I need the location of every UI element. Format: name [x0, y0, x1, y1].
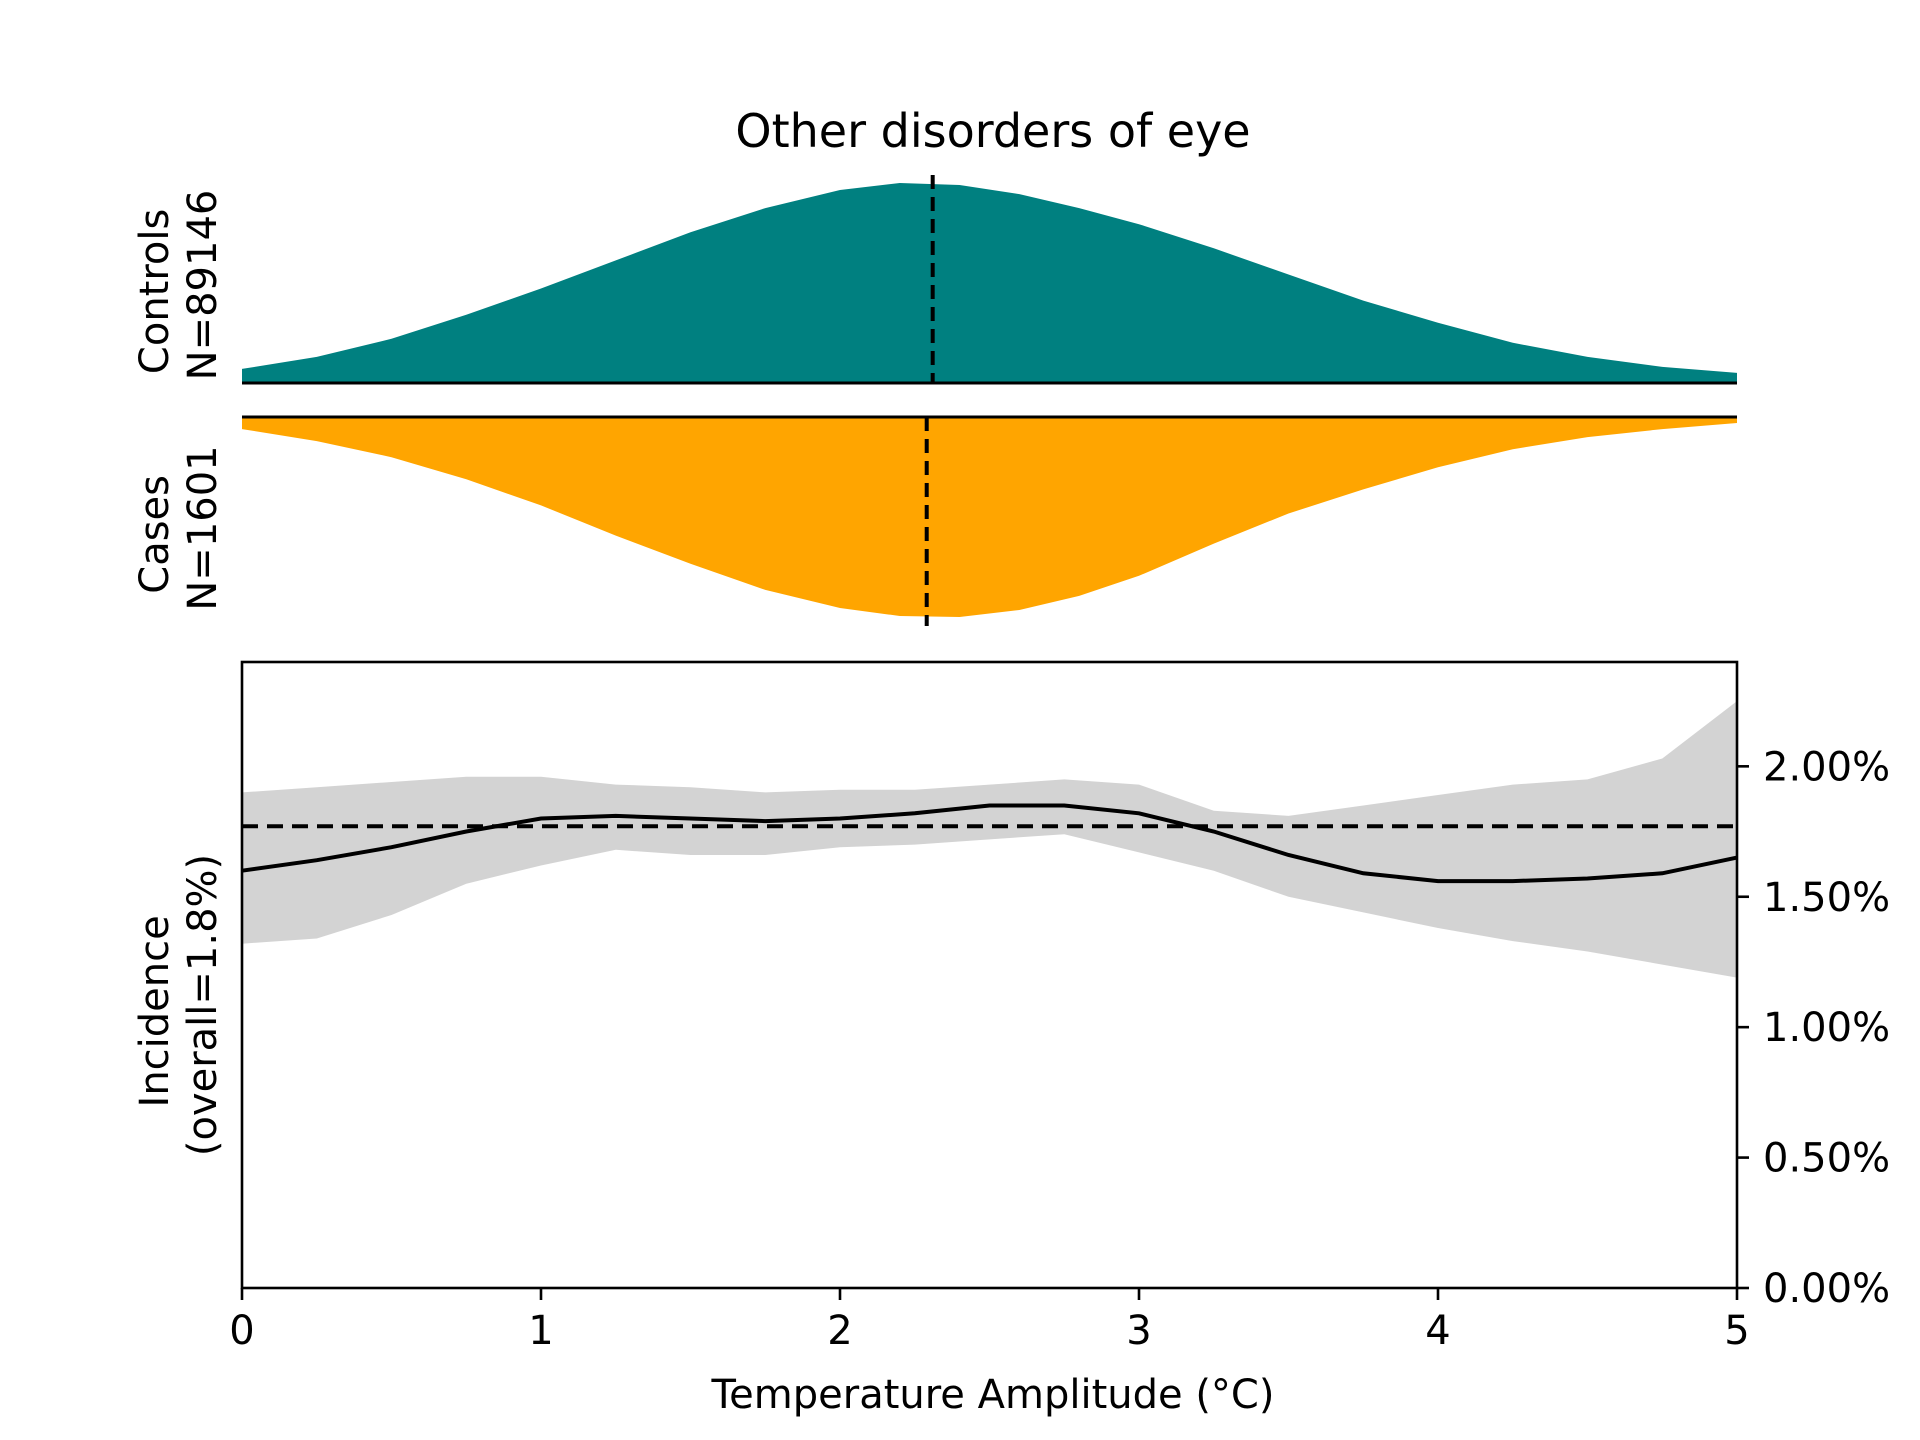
x-axis: 0 1 2 3 4 5 — [229, 1288, 1750, 1354]
controls-label-line2: N=89146 — [180, 190, 226, 381]
chart-title: Other disorders of eye — [735, 104, 1250, 158]
y-tick-label: 0.50% — [1763, 1136, 1890, 1182]
y-tick-label: 1.00% — [1763, 1005, 1890, 1051]
cases-density-area — [242, 417, 1737, 617]
controls-density-area — [242, 183, 1737, 383]
x-tick-label: 4 — [1425, 1308, 1450, 1354]
incidence-ylabel-line2: (overall=1.8%) — [180, 854, 226, 1156]
x-tick-label: 0 — [229, 1308, 254, 1354]
controls-label-line1: Controls — [132, 209, 178, 374]
x-tick-label: 5 — [1724, 1308, 1749, 1354]
confidence-band — [242, 701, 1737, 978]
incidence-ylabel: Incidence (overall=1.8%) — [132, 854, 226, 1156]
incidence-line — [241, 803, 1738, 884]
cases-label-line1: Cases — [132, 475, 178, 594]
controls-panel: Controls N=89146 — [132, 175, 1737, 385]
incidence-panel: 0.00% 0.50% 1.00% 1.50% 2.00% 0 1 2 3 4 5 Inciden… — [132, 660, 1890, 1354]
incidence-ylabel-line1: Incidence — [132, 915, 178, 1107]
y-axis: 0.00% 0.50% 1.00% 1.50% 2.00% — [1737, 744, 1890, 1312]
y-tick-label: 0.00% — [1763, 1266, 1890, 1312]
x-tick-label: 3 — [1126, 1308, 1151, 1354]
x-tick-label: 2 — [827, 1308, 852, 1354]
cases-label-line2: N=1601 — [180, 445, 226, 610]
plot-frame — [240, 660, 1739, 1290]
cases-label: Cases N=1601 — [132, 445, 226, 610]
x-axis-label: Temperature Amplitude (°C) — [711, 1372, 1275, 1418]
y-tick-label: 2.00% — [1763, 744, 1890, 790]
cases-panel: Cases N=1601 — [132, 415, 1737, 626]
x-tick-label: 1 — [528, 1308, 553, 1354]
y-tick-label: 1.50% — [1763, 875, 1890, 921]
controls-label: Controls N=89146 — [132, 190, 226, 381]
